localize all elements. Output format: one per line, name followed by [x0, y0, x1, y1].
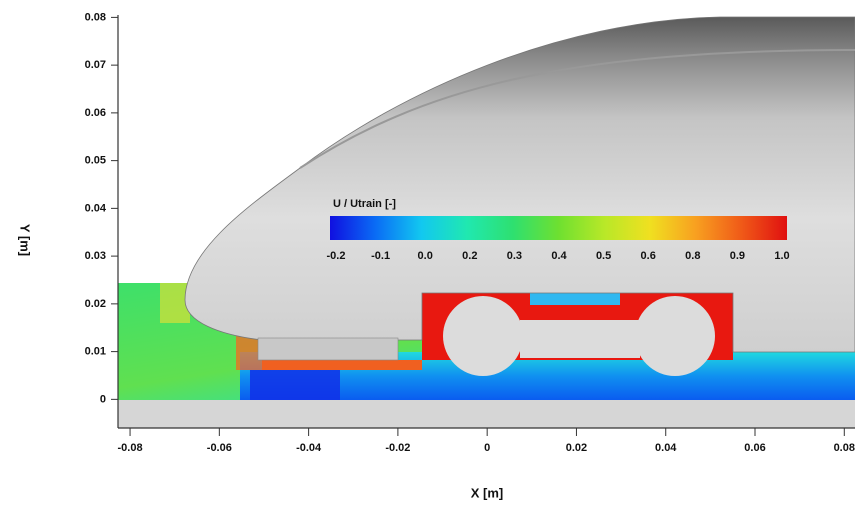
x-tick-label: -0.04 — [296, 442, 322, 454]
y-tick-label: 0.01 — [85, 346, 106, 358]
page: {"chart_data": { "type": "contour", "x_l… — [0, 0, 855, 508]
y-tick-label: 0 — [100, 393, 106, 405]
colorbar-label: -0.1 — [371, 250, 390, 262]
colorbar-title: U / Utrain [-] — [333, 198, 396, 210]
colorbar-label: 0.2 — [462, 250, 477, 262]
y-tick-label: 0.06 — [85, 107, 106, 119]
y-tick-label: 0.02 — [85, 298, 106, 310]
wheel — [443, 296, 523, 376]
y-axis-label: Y [m] — [18, 224, 33, 256]
colorbar-label: 0.9 — [730, 250, 745, 262]
x-axis-label: X [m] — [471, 485, 504, 500]
x-tick-label: 0.06 — [744, 442, 765, 454]
y-tick-label: 0.08 — [85, 11, 106, 23]
colorbar-label: 0.0 — [418, 250, 433, 262]
field-region — [262, 360, 422, 370]
x-tick-label: 0.02 — [566, 442, 587, 454]
y-tick-label: 0.04 — [85, 202, 107, 214]
bogie — [520, 320, 640, 358]
x-tick-label: 0 — [484, 442, 490, 454]
y-tick-label: 0.05 — [85, 155, 106, 167]
colorbar — [330, 216, 787, 240]
x-tick-label: -0.08 — [118, 442, 143, 454]
y-tick-label: 0.03 — [85, 250, 106, 262]
colorbar-label: 0.3 — [507, 250, 522, 262]
x-tick-label: -0.02 — [385, 442, 410, 454]
colorbar-label: -0.2 — [327, 250, 346, 262]
x-tick-label: 0.04 — [655, 442, 677, 454]
y-tick-label: 0.07 — [85, 59, 106, 71]
colorbar-label: 0.6 — [641, 250, 656, 262]
colorbar-label: 0.5 — [596, 250, 611, 262]
x-tick-label: 0.08 — [834, 442, 855, 454]
skirt — [258, 338, 398, 360]
field-region — [530, 293, 620, 305]
ground — [118, 400, 855, 428]
field-region — [250, 370, 340, 400]
colorbar-label: 0.8 — [685, 250, 700, 262]
wheel — [635, 296, 715, 376]
colorbar-label: 0.4 — [551, 250, 567, 262]
x-tick-label: -0.06 — [207, 442, 232, 454]
colorbar-label: 1.0 — [774, 250, 789, 262]
chart: X [m] Y [m] U / Utrain [-] 0 0.01 0.02 0.03… — [0, 0, 855, 508]
